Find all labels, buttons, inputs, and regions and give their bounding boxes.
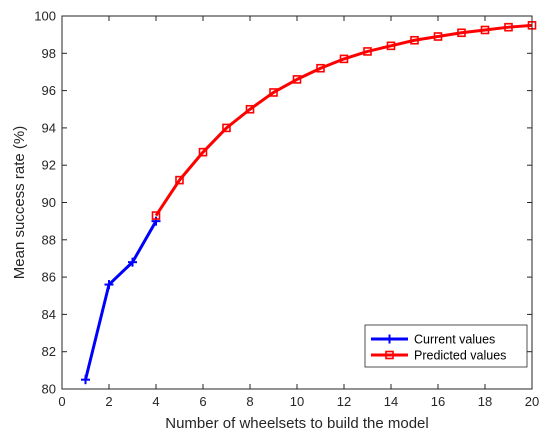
legend-label: Current values bbox=[414, 333, 495, 347]
data-point bbox=[339, 54, 349, 64]
data-point bbox=[316, 63, 325, 73]
x-tick-label: 18 bbox=[478, 394, 492, 409]
x-tick-label: 2 bbox=[105, 394, 112, 409]
data-point bbox=[222, 123, 231, 133]
plot-frame bbox=[61, 15, 533, 390]
data-point bbox=[504, 22, 513, 32]
legend-marker bbox=[385, 334, 394, 344]
data-point bbox=[151, 216, 161, 226]
x-tick-label: 8 bbox=[246, 394, 253, 409]
y-tick-label: 98 bbox=[42, 46, 56, 61]
series-1 bbox=[81, 216, 161, 385]
data-point bbox=[363, 47, 372, 56]
x-tick-label: 0 bbox=[58, 394, 65, 409]
y-tick-label: 84 bbox=[42, 307, 56, 322]
data-point bbox=[386, 41, 396, 51]
y-tick-label: 86 bbox=[42, 270, 56, 285]
x-tick-label: 16 bbox=[431, 394, 445, 409]
legend-entries: Current values Predicted values bbox=[371, 333, 506, 363]
y-tick-label: 82 bbox=[42, 344, 56, 359]
legend-box bbox=[364, 324, 528, 368]
x-tick-label: 12 bbox=[337, 394, 351, 409]
x-tick-label: 6 bbox=[199, 394, 206, 409]
data-point bbox=[104, 280, 114, 290]
x-tick-label: 14 bbox=[384, 394, 398, 409]
legend: Current values Predicted values bbox=[364, 324, 528, 368]
y-axis-ticks: 80 82 84 86 88 90 92 94 96 98 100 bbox=[34, 9, 532, 397]
data-point bbox=[433, 32, 443, 41]
legend-label: Predicted values bbox=[414, 349, 506, 363]
data-point bbox=[151, 211, 161, 220]
legend-entry: Current values bbox=[371, 333, 495, 347]
data-point bbox=[245, 104, 255, 114]
series-line bbox=[84, 220, 158, 381]
data-point bbox=[480, 25, 490, 35]
x-tick-label: 20 bbox=[525, 394, 539, 409]
legend-entry: Predicted values bbox=[371, 349, 506, 363]
x-tick-label: 10 bbox=[290, 394, 304, 409]
y-tick-label: 92 bbox=[42, 158, 56, 173]
data-point bbox=[410, 35, 419, 45]
legend-marker bbox=[385, 350, 394, 360]
y-tick-label: 96 bbox=[42, 83, 56, 98]
series-layer bbox=[81, 21, 537, 385]
x-axis-label: Number of wheelsets to build the model bbox=[165, 415, 428, 432]
data-point bbox=[128, 257, 137, 267]
data-point bbox=[457, 28, 466, 38]
data-point bbox=[175, 175, 184, 185]
y-tick-label: 100 bbox=[34, 9, 56, 24]
y-tick-label: 80 bbox=[42, 382, 56, 397]
data-point bbox=[81, 375, 90, 385]
y-tick-label: 94 bbox=[42, 120, 56, 135]
data-point bbox=[269, 88, 278, 97]
y-tick-label: 88 bbox=[42, 232, 56, 247]
data-point bbox=[292, 75, 302, 84]
series-line bbox=[154, 23, 533, 217]
data-point bbox=[198, 147, 208, 157]
y-tick-label: 90 bbox=[42, 195, 56, 210]
series-2 bbox=[151, 21, 537, 220]
x-axis-ticks: 0 2 4 6 8 10 12 14 16 18 20 bbox=[58, 16, 539, 409]
y-axis-label: Mean success rate (%) bbox=[11, 126, 28, 279]
x-tick-label: 4 bbox=[152, 394, 159, 409]
